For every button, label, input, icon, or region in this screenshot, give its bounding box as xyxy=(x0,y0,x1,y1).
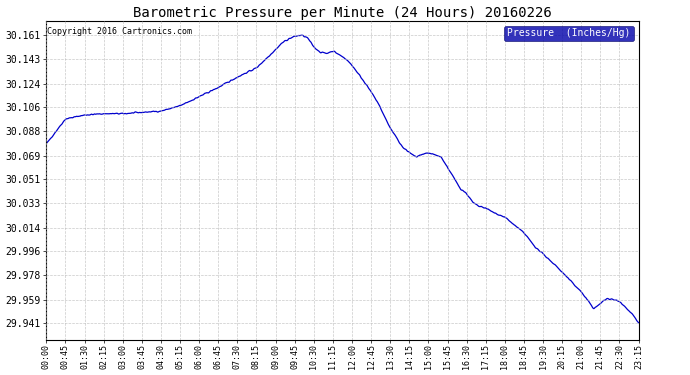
Legend: Pressure  (Inches/Hg): Pressure (Inches/Hg) xyxy=(504,26,633,41)
Text: Copyright 2016 Cartronics.com: Copyright 2016 Cartronics.com xyxy=(47,27,192,36)
Title: Barometric Pressure per Minute (24 Hours) 20160226: Barometric Pressure per Minute (24 Hours… xyxy=(133,6,552,20)
